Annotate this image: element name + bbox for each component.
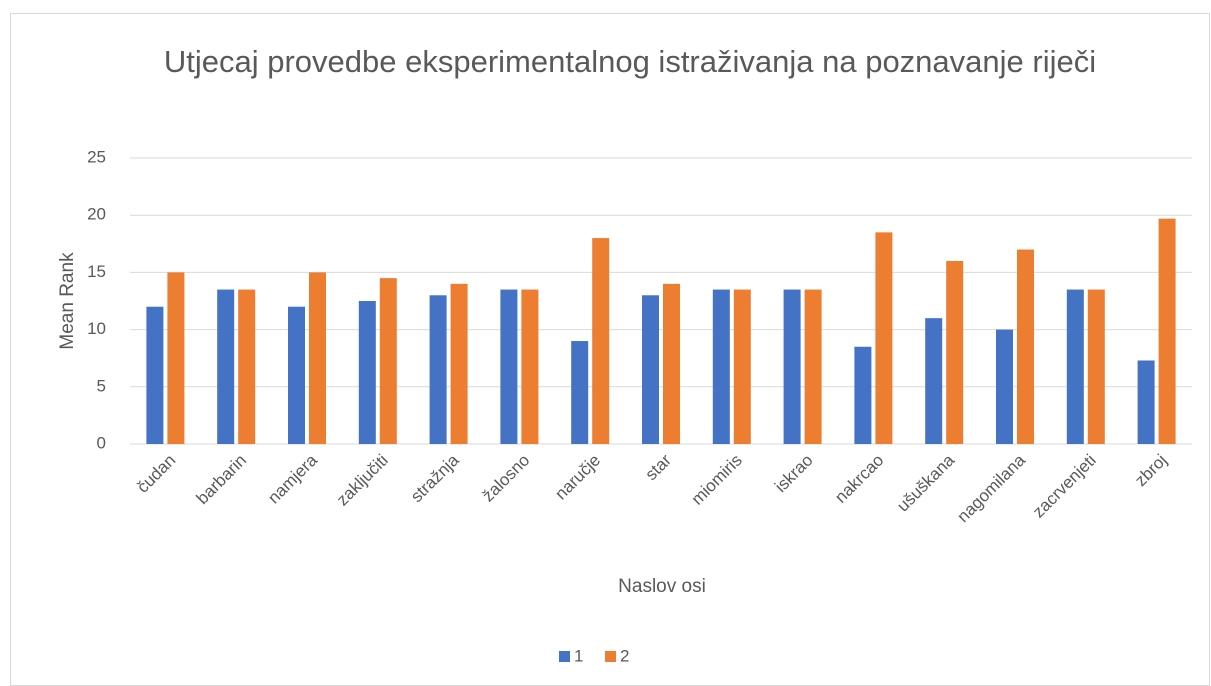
bar [1137, 360, 1155, 444]
bar [238, 289, 256, 444]
bar [996, 329, 1013, 444]
x-tick-label: stražnja [407, 450, 463, 506]
bar [875, 232, 893, 444]
y-tick-label: 10 [87, 319, 106, 338]
bar [1017, 249, 1034, 444]
bar [642, 295, 659, 444]
bar [358, 301, 376, 444]
bar [925, 318, 943, 444]
y-tick-label: 25 [87, 147, 106, 166]
x-tick-label: zaključiti [333, 451, 392, 510]
y-axis-title: Mean Rank [57, 252, 78, 350]
x-tick-label: zbroj [1131, 451, 1170, 490]
bar [1158, 218, 1176, 444]
bar [288, 306, 305, 444]
bar [733, 289, 751, 444]
legend-label: 1 [574, 646, 583, 665]
x-axis-title: Naslov osi [618, 576, 706, 597]
y-tick-label: 5 [97, 376, 106, 395]
x-tick-label: žalosno [479, 451, 534, 506]
y-tick-label: 20 [87, 205, 106, 224]
bar [946, 260, 964, 444]
bar [804, 289, 822, 444]
bar [663, 283, 680, 444]
bar [379, 278, 397, 444]
bar [783, 289, 801, 444]
legend-swatch [559, 651, 570, 662]
chart-title: Utjecaj provedbe eksperimentalnog istraž… [163, 44, 1097, 79]
bar [500, 289, 518, 444]
x-tick-label: nagomilana [953, 450, 1029, 526]
x-tick-label: zacrvenjeti [1029, 451, 1100, 522]
x-tick-label: namjera [264, 450, 321, 507]
bar [146, 306, 164, 444]
bar [309, 272, 326, 444]
bar [1087, 289, 1105, 444]
x-tick-label: nakrcao [831, 451, 887, 507]
y-tick-label: 0 [97, 433, 106, 452]
x-tick-label: star [642, 450, 676, 484]
x-tick-label: miomiris [688, 451, 746, 509]
legend-label: 2 [620, 646, 629, 665]
bar [854, 346, 872, 444]
x-tick-label: čudan [133, 451, 179, 497]
bar [712, 289, 730, 444]
x-tick-label: barbarin [193, 451, 251, 509]
x-tick-label: iskrao [771, 451, 817, 497]
bar [167, 272, 185, 444]
bar [450, 283, 468, 444]
bar [571, 341, 589, 444]
x-tick-label: ušuškana [893, 450, 958, 515]
y-tick-label: 15 [87, 262, 106, 281]
bar [592, 238, 610, 444]
bar [1066, 289, 1084, 444]
bar [429, 295, 447, 444]
bar [217, 289, 235, 444]
legend-swatch [605, 651, 616, 662]
x-tick-label: naručje [551, 451, 604, 504]
bar [521, 289, 539, 444]
